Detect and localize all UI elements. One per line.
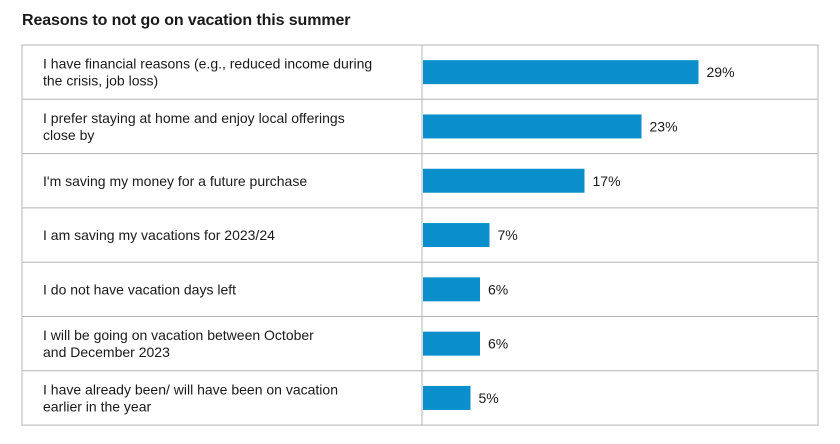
value-label: 5%: [479, 390, 499, 406]
category-label: I have already been/ will have been on v…: [43, 381, 338, 414]
category-label-line: close by: [43, 127, 94, 143]
category-label: I will be going on vacation between Octo…: [43, 327, 314, 360]
table-row: I do not have vacation days left 6%: [43, 277, 508, 302]
category-label: I do not have vacation days left: [43, 281, 236, 297]
category-label-line: earlier in the year: [43, 398, 152, 414]
value-label: 29%: [707, 64, 735, 80]
category-label: I prefer staying at home and enjoy local…: [43, 110, 345, 143]
table-row: I will be going on vacation between Octo…: [43, 327, 508, 360]
category-label-line: I'm saving my money for a future purchas…: [43, 173, 307, 189]
bar: [423, 331, 480, 356]
table-row: I prefer staying at home and enjoy local…: [43, 110, 678, 143]
category-label: I have financial reasons (e.g., reduced …: [43, 56, 372, 89]
category-label-line: I am saving my vacations for 2023/24: [43, 227, 275, 243]
category-label-line: I prefer staying at home and enjoy local…: [43, 110, 345, 126]
table-row: I have already been/ will have been on v…: [43, 381, 499, 414]
category-label-line: I have already been/ will have been on v…: [43, 381, 338, 397]
chart-title: Reasons to not go on vacation this summe…: [22, 12, 351, 29]
bar: [423, 277, 480, 302]
category-label: I am saving my vacations for 2023/24: [43, 227, 275, 243]
bar: [423, 385, 471, 410]
table-border: [21, 44, 819, 426]
category-label-line: I do not have vacation days left: [43, 281, 236, 297]
category-label-line: I have financial reasons (e.g., reduced …: [43, 56, 372, 72]
value-label: 17%: [593, 173, 621, 189]
bar: [423, 114, 642, 139]
bar: [423, 223, 490, 248]
table-row: I am saving my vacations for 2023/24 7%: [43, 223, 518, 248]
category-label-line: and December 2023: [43, 344, 170, 360]
value-label: 6%: [488, 281, 508, 297]
bar: [423, 168, 585, 193]
value-label: 7%: [498, 227, 518, 243]
category-label-line: the crisis, job loss): [43, 73, 158, 89]
bar: [423, 60, 699, 85]
value-label: 23%: [650, 118, 678, 134]
category-label: I'm saving my money for a future purchas…: [43, 173, 307, 189]
value-label: 6%: [488, 336, 508, 352]
chart-rows: I have financial reasons (e.g., reduced …: [43, 56, 735, 415]
table-row: I have financial reasons (e.g., reduced …: [43, 56, 735, 89]
category-label-line: I will be going on vacation between Octo…: [43, 327, 314, 343]
table-row: I'm saving my money for a future purchas…: [43, 168, 621, 193]
table-frame: [21, 44, 819, 426]
